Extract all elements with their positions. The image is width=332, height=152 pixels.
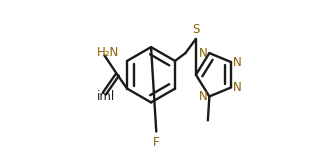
Text: N: N [199, 47, 208, 60]
Text: N: N [233, 56, 242, 69]
Text: iml: iml [97, 90, 116, 103]
Text: N: N [233, 81, 242, 93]
Text: H₂N: H₂N [97, 46, 120, 59]
Text: S: S [192, 23, 199, 36]
Text: F: F [153, 136, 160, 149]
Text: N: N [199, 90, 208, 102]
